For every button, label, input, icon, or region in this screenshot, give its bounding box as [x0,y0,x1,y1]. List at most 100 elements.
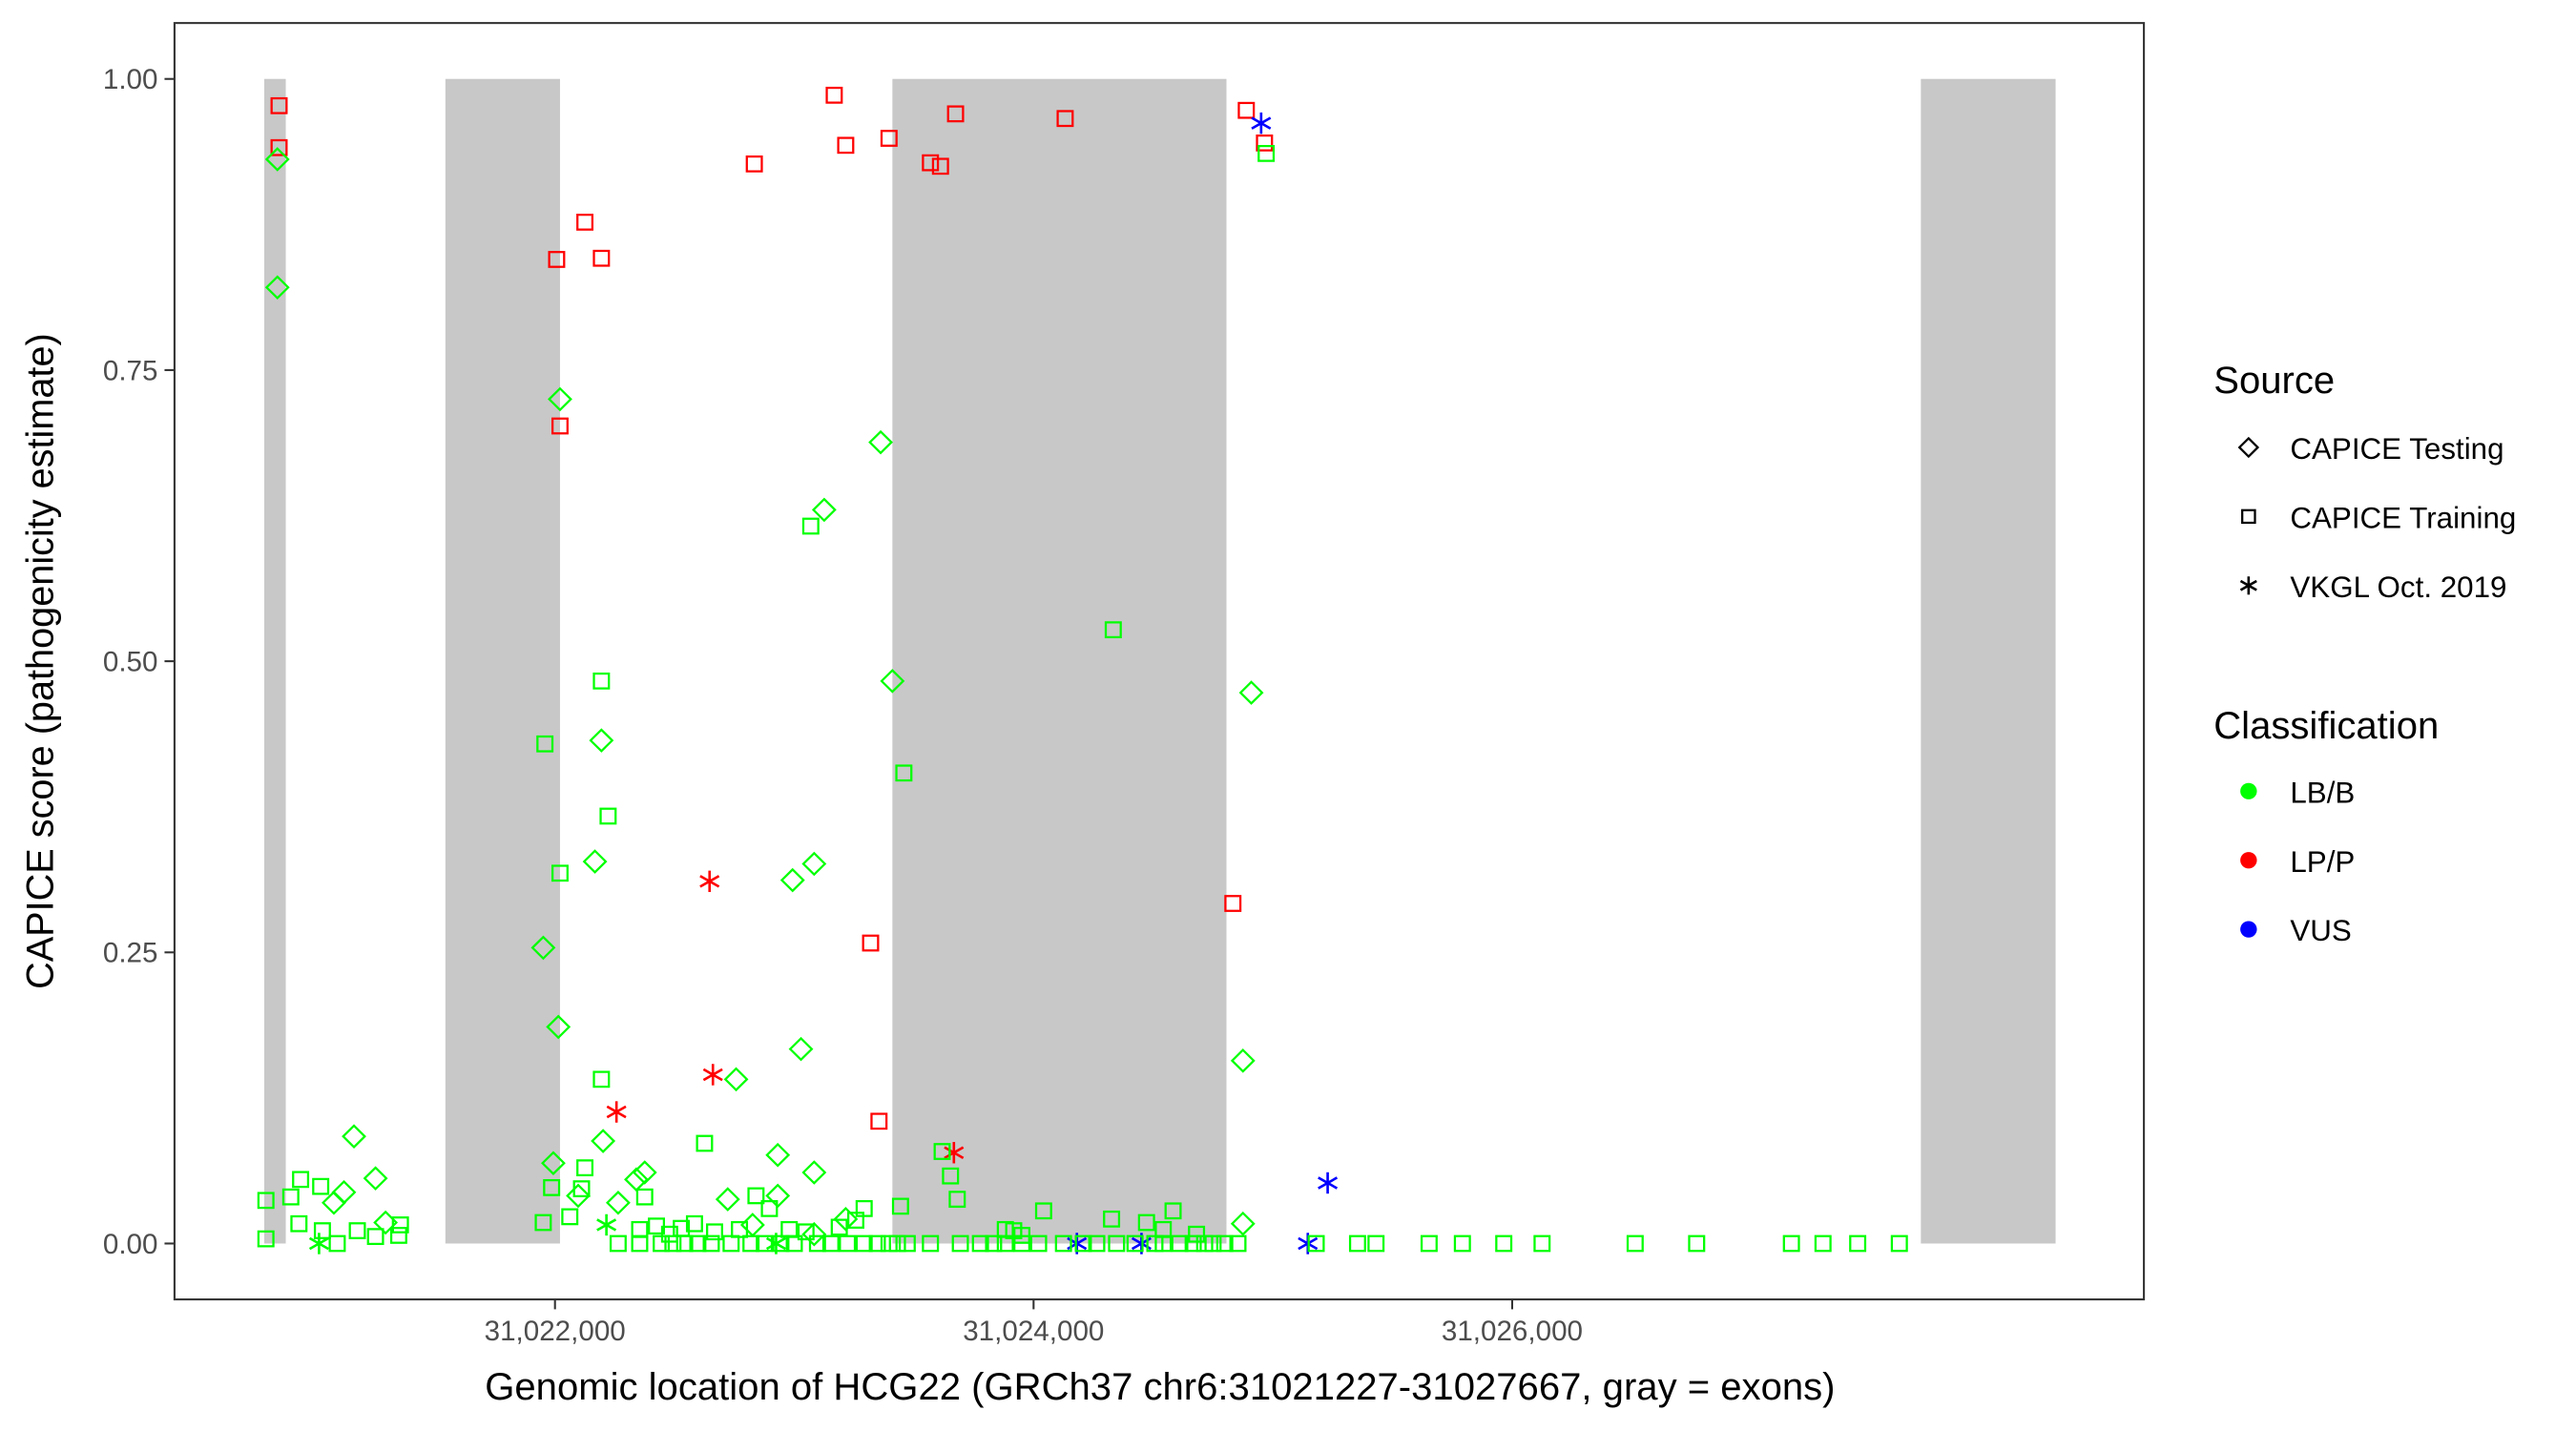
asterisk-stroke [1251,116,1272,130]
data-point-testing-lbb [868,429,893,455]
asterisk-stroke [944,1146,965,1159]
data-point-training-lbb [1814,1234,1832,1253]
y-tick-label: 0.25 [103,938,158,969]
exon-regions [263,78,2056,1244]
data-point-training-lbb [1184,1234,1202,1253]
data-point-training-lbb [664,1234,682,1253]
data-point-training-lbb [1164,1202,1182,1220]
data-point-training-lpp [862,934,880,952]
x-axis: 31,022,000 31,024,000 31,026,000 [485,1299,1583,1347]
data-point-testing-lbb [546,1014,571,1040]
data-point-testing-lbb [264,147,290,172]
data-point-training-lbb [1533,1234,1551,1253]
data-point-training-lbb [855,1234,873,1253]
data-point-training-lbb [830,1218,848,1236]
data-point-training-lbb [389,1227,407,1244]
data-point-training-lbb [702,1234,720,1253]
data-point-training-lbb [1890,1234,1908,1253]
data-point-training-lbb [722,1234,740,1253]
data-point-testing-lbb [566,1183,591,1209]
data-point-vkgl-lpp [699,870,720,893]
data-point-training-lbb [292,1171,310,1189]
y-tick-label: 0.75 [103,355,158,386]
data-point-testing-lbb [342,1124,366,1149]
data-point-training-lbb [1029,1234,1048,1253]
data-point-testing-lbb [811,497,837,523]
legend-item-vkgl: VKGL Oct. 2019 [2239,570,2506,604]
y-tick-label: 0.50 [103,647,158,678]
legend-source-title: Source [2213,360,2335,402]
data-point-training-lbb [543,1178,561,1196]
data-point-training-lbb [1126,1234,1144,1253]
x-axis-title: Genomic location of HCG22 (GRCh37 chr6:3… [485,1366,1835,1408]
exon-rect [263,78,286,1244]
data-point-training-lbb [1103,1210,1121,1228]
data-point-vkgl-lbb [596,1213,617,1236]
data-point-training-lpp [870,1112,888,1130]
legend-item-lbb: LB/B [2240,777,2355,810]
data-point-training-lbb [742,1234,760,1253]
color-dot-icon [2240,852,2257,869]
data-point-training-lbb [391,1216,409,1234]
data-point-training-lbb [1088,1234,1106,1253]
legend-item-training: CAPICE Training [2241,502,2516,534]
data-point-testing-lbb [530,935,556,961]
data-point-vkgl-lpp [944,1142,965,1164]
data-point-training-lpp [551,417,569,435]
data-point-training-lbb [1215,1234,1234,1253]
data-point-training-lbb [348,1222,366,1239]
data-point-training-lpp [270,96,288,114]
legend-class-title: Classification [2213,705,2439,747]
data-point-training-lbb [1054,1234,1072,1253]
legend-label: LB/B [2290,777,2355,810]
exon-rect [892,78,1227,1244]
data-point-training-lbb [1171,1234,1189,1253]
data-point-training-lbb [290,1214,308,1233]
data-point-training-lbb [898,1234,916,1253]
data-point-training-lbb [839,1234,857,1253]
exon-rect [445,78,560,1244]
data-point-training-lbb [888,1234,906,1253]
data-point-training-lpp [946,105,965,123]
y-axis: 0.00 0.25 0.50 0.75 1.00 [103,64,175,1260]
data-point-vkgl-lpp [702,1064,723,1086]
x-tick-label: 31,024,000 [963,1316,1104,1347]
data-point-testing-lbb [715,1187,740,1212]
data-point-training-lbb [1013,1234,1031,1253]
data-point-training-lbb [985,1234,1003,1253]
data-point-training-lbb [1204,1234,1222,1253]
data-point-training-lpp [931,157,949,176]
color-dot-icon [2240,782,2257,799]
data-point-testing-lbb [322,1190,346,1215]
data-point-training-lbb [257,1230,275,1248]
data-point-testing-lbb [589,728,614,753]
data-point-training-lbb [1229,1234,1247,1253]
data-point-testing-lbb [880,669,905,694]
data-point-training-lbb [328,1234,346,1253]
data-point-training-lbb [685,1214,703,1233]
data-point-training-lbb [1104,621,1122,639]
data-point-testing-lbb [264,275,290,301]
data-point-training-lbb [821,1234,840,1253]
data-point-training-lpp [576,214,594,231]
data-point-training-lbb [706,1223,723,1241]
data-point-training-lbb [1307,1234,1325,1253]
asterisk-stroke [596,1218,617,1232]
data-point-training-lbb [313,1222,331,1239]
data-point-testing-lbb [548,386,572,412]
data-point-testing-lbb [1230,1048,1256,1073]
data-point-training-lbb [1420,1234,1438,1253]
data-point-training-lbb [675,1234,694,1253]
data-point-testing-lbb [541,1151,566,1176]
data-point-training-lbb [747,1187,765,1205]
data-point-training-lbb [760,1199,779,1217]
data-point-training-lbb [1782,1234,1800,1253]
data-point-training-lbb [653,1234,671,1253]
data-point-testing-lbb [363,1166,388,1191]
asterisk-stroke [2239,579,2257,591]
data-point-training-lbb [1626,1234,1644,1253]
data-point-training-lbb [846,1212,864,1229]
diamond-icon [2237,436,2260,459]
data-point-vkgl-vus [1251,112,1272,135]
data-point-training-lbb [1453,1234,1471,1253]
